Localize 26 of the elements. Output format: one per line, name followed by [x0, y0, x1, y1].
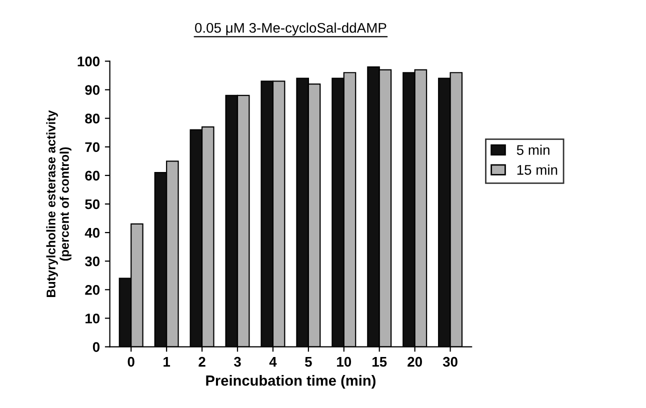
- y-tick-label: 70: [85, 142, 100, 152]
- chart-title: 0.05 μM 3-Me-cycloSal-ddAMP: [195, 22, 386, 36]
- y-tick-label: 100: [78, 56, 100, 66]
- x-tick-label: 3: [234, 356, 241, 367]
- y-tick-label: 0: [92, 342, 100, 352]
- y-tick-label: 30: [84, 256, 100, 266]
- legend-label: 5 min: [516, 144, 550, 155]
- x-tick-label: 15: [372, 357, 387, 367]
- y-axis-title: Butyrylcholine esterase activity (percent of control): [46, 110, 72, 297]
- x-tick-label: 20: [408, 356, 422, 367]
- y-tick-label: 80: [85, 114, 100, 124]
- x-axis-title: Preincubation time (min): [206, 375, 376, 389]
- y-tick-label: 90: [85, 85, 100, 95]
- x-tick-label: 2: [198, 356, 206, 367]
- x-tick-label: 4: [269, 357, 277, 367]
- x-tick-label: 30: [442, 356, 458, 367]
- y-tick-label: 10: [86, 314, 100, 324]
- y-tick-label: 60: [85, 170, 100, 181]
- y-tick-label: 20: [85, 285, 100, 295]
- x-tick-label: 1: [164, 357, 170, 367]
- x-tick-label: 0: [128, 356, 134, 367]
- x-tick-label: 10: [337, 356, 352, 367]
- legend-label: 15 min: [517, 164, 558, 175]
- y-tick-label: 40: [84, 228, 100, 238]
- y-tick-label: 50: [85, 199, 100, 210]
- x-tick-label: 5: [305, 357, 312, 367]
